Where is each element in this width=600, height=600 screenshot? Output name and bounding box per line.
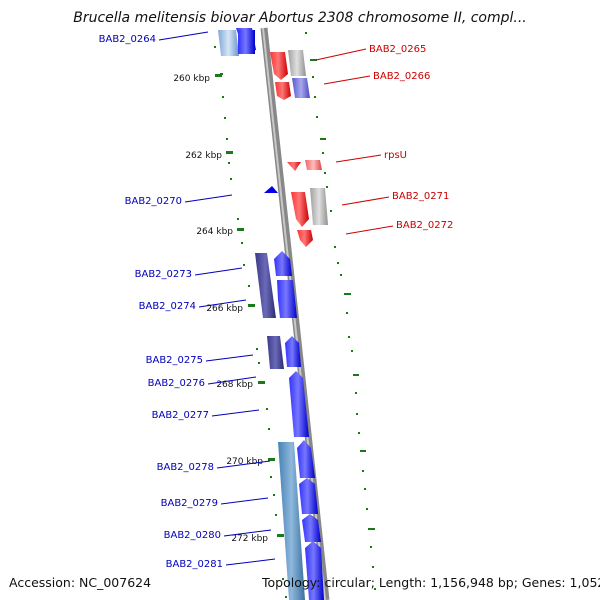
leader-line [335,154,382,163]
gene-feature[interactable] [288,50,306,76]
outer-tick-ring [305,32,376,590]
gene-label[interactable]: rpsU [384,150,407,161]
forward-strand-track [270,50,328,247]
accession-text: Accession: NC_007624 [9,575,152,590]
tick-label: 268 kbp [216,380,253,390]
gene-label[interactable]: BAB2_0274 [139,301,196,312]
leader-line [207,376,257,385]
leader-line [194,267,243,276]
gene-feature[interactable] [299,478,318,514]
gene-feature[interactable] [305,541,324,600]
gene-label[interactable]: BAB2_0272 [396,220,453,231]
tick-label: 270 kbp [226,457,263,467]
gene-label[interactable]: BAB2_0264 [99,34,156,45]
gene-feature[interactable] [305,160,322,170]
leader-line [315,48,367,61]
gene-feature[interactable] [264,186,278,193]
gene-feature[interactable] [278,442,305,600]
reverse-labels: BAB2_0264 BAB2_0270 BAB2_0273 BAB2_0274 … [99,31,276,570]
gene-feature[interactable] [218,30,239,56]
gene-label[interactable]: BAB2_0271 [392,191,449,202]
gene-feature[interactable] [310,188,328,225]
gene-feature[interactable] [285,336,301,367]
gene-feature[interactable] [267,336,284,369]
leader-line [225,558,276,566]
gene-label[interactable]: BAB2_0277 [152,410,209,421]
tick-mark [248,304,255,307]
gene-feature[interactable] [289,371,309,437]
leader-line [184,194,233,203]
gene-feature[interactable] [287,162,301,171]
map-title: Brucella melitensis biovar Abortus 2308 … [73,10,527,26]
leader-line [223,529,272,537]
gene-feature[interactable] [255,253,276,318]
leader-line [216,460,271,469]
leader-line [341,196,390,206]
tick-mark [268,458,275,461]
gene-feature[interactable] [275,82,291,100]
leader-line [158,31,209,41]
tick-label: 266 kbp [206,304,243,314]
gene-feature[interactable] [297,440,315,478]
gene-label[interactable]: BAB2_0280 [164,530,221,541]
scale-ticks: 260 kbp 262 kbp 264 kbp 266 kbp 268 kbp … [173,74,284,544]
gene-feature[interactable] [291,192,309,227]
gene-feature[interactable] [274,251,292,276]
gene-feature[interactable] [238,30,255,54]
tick-label: 272 kbp [231,534,268,544]
gene-label[interactable]: BAB2_0279 [161,498,218,509]
leader-line [211,409,260,417]
tick-mark [237,228,244,231]
gene-feature[interactable] [270,52,288,80]
gene-label[interactable]: BAB2_0270 [125,196,182,207]
genome-stats-text: Topology: circular; Length: 1,156,948 bp… [262,575,600,590]
gene-label[interactable]: BAB2_0273 [135,269,192,280]
leader-line [205,354,254,362]
leader-line [345,225,394,235]
gene-label[interactable]: BAB2_0276 [148,378,205,389]
gene-label[interactable]: BAB2_0275 [146,355,203,366]
tick-label: 262 kbp [185,151,222,161]
gene-feature[interactable] [292,78,310,98]
tick-mark [277,534,284,537]
tick-label: 260 kbp [173,74,210,84]
gene-label[interactable]: BAB2_0278 [157,462,214,473]
gene-feature[interactable] [302,514,321,542]
tick-mark [258,381,265,384]
gene-feature[interactable] [277,280,297,318]
tick-label: 264 kbp [196,227,233,237]
reverse-strand-track [218,28,324,600]
forward-labels: BAB2_0265 BAB2_0266 rpsU BAB2_0271 BAB2_… [315,44,453,235]
tick-mark [226,151,233,154]
tick-mark [215,74,222,77]
leader-line [323,75,371,85]
leader-line [198,299,247,308]
gene-feature[interactable] [297,230,313,247]
gene-label[interactable]: BAB2_0266 [373,71,430,82]
gene-label[interactable]: BAB2_0281 [166,559,223,570]
gene-label[interactable]: BAB2_0265 [369,44,426,55]
leader-line [220,497,269,505]
